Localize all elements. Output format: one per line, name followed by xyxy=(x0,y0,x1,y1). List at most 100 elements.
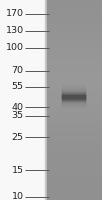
Text: 70: 70 xyxy=(12,66,24,75)
Bar xyxy=(47,25,102,27)
Bar xyxy=(47,50,102,52)
Bar xyxy=(47,172,102,175)
Text: 100: 100 xyxy=(6,43,24,52)
Bar xyxy=(47,102,102,105)
Bar xyxy=(47,60,102,62)
Bar xyxy=(47,77,102,80)
Bar xyxy=(47,188,102,190)
Bar xyxy=(47,67,102,70)
Bar xyxy=(62,93,85,100)
Bar xyxy=(47,197,102,200)
Bar xyxy=(47,142,102,145)
Bar xyxy=(62,95,85,98)
Bar xyxy=(47,155,102,157)
Bar xyxy=(47,62,102,65)
Text: 55: 55 xyxy=(12,82,24,91)
Bar xyxy=(47,152,102,155)
Bar xyxy=(47,138,102,140)
Text: 35: 35 xyxy=(12,111,24,120)
Bar xyxy=(47,38,102,40)
Bar xyxy=(47,22,102,25)
Bar xyxy=(47,97,102,100)
Bar xyxy=(47,90,102,92)
Bar xyxy=(47,52,102,55)
Bar xyxy=(47,132,102,135)
Bar xyxy=(62,92,85,102)
Bar xyxy=(47,70,102,72)
Bar xyxy=(47,112,102,115)
Bar xyxy=(47,18,102,20)
Bar xyxy=(47,12,102,15)
Bar xyxy=(47,35,102,38)
Bar xyxy=(47,15,102,18)
Bar xyxy=(47,185,102,188)
Bar xyxy=(47,75,102,77)
Bar xyxy=(47,178,102,180)
Bar xyxy=(47,85,102,88)
Bar xyxy=(62,87,85,107)
Bar xyxy=(47,92,102,95)
Bar xyxy=(47,5,102,7)
Bar xyxy=(47,82,102,85)
Bar xyxy=(47,170,102,172)
Bar xyxy=(47,145,102,147)
Bar xyxy=(47,45,102,47)
Bar xyxy=(47,47,102,50)
Bar xyxy=(62,87,85,106)
Bar xyxy=(47,162,102,165)
Bar xyxy=(47,122,102,125)
Bar xyxy=(62,85,85,108)
Text: 40: 40 xyxy=(12,103,24,112)
Bar xyxy=(47,150,102,152)
Bar xyxy=(47,182,102,185)
Bar xyxy=(62,89,85,105)
Text: 10: 10 xyxy=(12,192,24,200)
Bar xyxy=(62,95,85,99)
Bar xyxy=(47,158,102,160)
Bar xyxy=(47,125,102,128)
Bar xyxy=(47,195,102,198)
Bar xyxy=(62,89,85,104)
Bar xyxy=(47,95,102,97)
Bar xyxy=(47,128,102,130)
Bar xyxy=(47,115,102,117)
Bar xyxy=(47,20,102,22)
Bar xyxy=(47,7,102,10)
Bar xyxy=(47,58,102,60)
Bar xyxy=(62,88,85,105)
Bar xyxy=(47,80,102,82)
Bar xyxy=(47,30,102,32)
Bar xyxy=(47,117,102,120)
Bar xyxy=(47,120,102,122)
Bar xyxy=(47,72,102,75)
Bar xyxy=(47,43,102,45)
Bar xyxy=(47,110,102,112)
Bar xyxy=(45,0,47,200)
Text: 15: 15 xyxy=(12,166,24,175)
Bar xyxy=(45,0,102,200)
Bar xyxy=(47,105,102,108)
Bar xyxy=(47,40,102,43)
Bar xyxy=(47,0,102,2)
Text: 170: 170 xyxy=(6,9,24,18)
Bar xyxy=(47,32,102,35)
Bar xyxy=(62,86,85,108)
Bar xyxy=(47,140,102,142)
Bar xyxy=(47,175,102,178)
Bar xyxy=(62,92,85,101)
Bar xyxy=(47,167,102,170)
Bar xyxy=(47,147,102,150)
Text: 25: 25 xyxy=(12,133,24,142)
Bar xyxy=(47,135,102,137)
Bar xyxy=(47,2,102,5)
Bar xyxy=(47,10,102,12)
Bar xyxy=(62,94,85,100)
Bar xyxy=(0,0,45,200)
Bar xyxy=(47,100,102,102)
Bar xyxy=(47,55,102,57)
Bar xyxy=(47,190,102,192)
Bar xyxy=(47,27,102,30)
Bar xyxy=(62,90,85,103)
Bar xyxy=(47,87,102,90)
Bar xyxy=(62,91,85,102)
